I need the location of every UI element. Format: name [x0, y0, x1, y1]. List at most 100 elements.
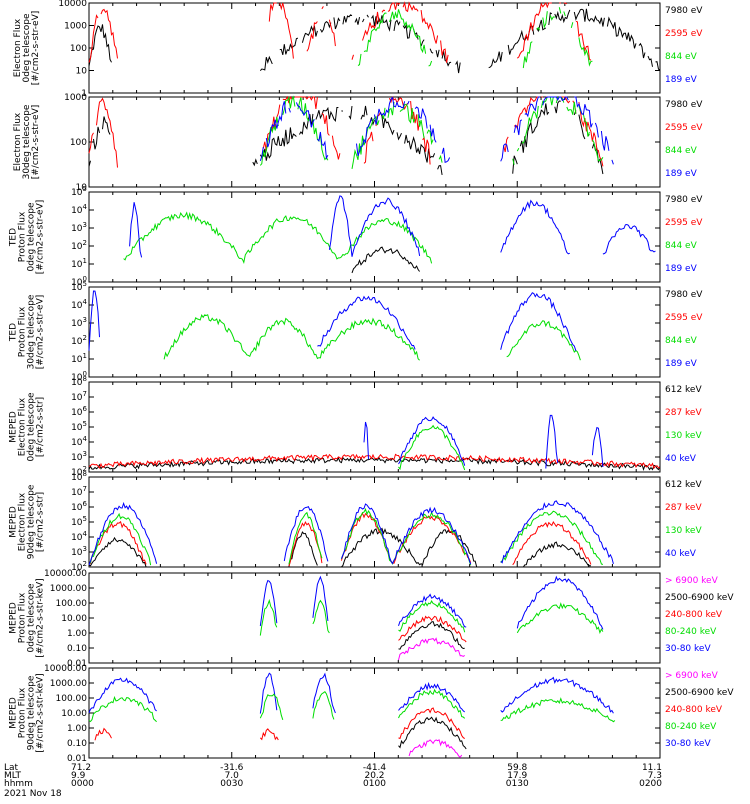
y-tick-label: 105 [71, 280, 87, 293]
y-tick-label: 102 [71, 560, 87, 573]
legend-label: 844 eV [665, 146, 698, 156]
y-tick-label: 104 [71, 298, 87, 311]
series-trace [399, 638, 661, 660]
y-tick-label: 102 [71, 465, 87, 478]
footer-value: 7.3 [648, 771, 662, 781]
y-tick-label: 106 [71, 500, 87, 513]
y-axis-label: Electron Flux0deg telescope[#/cm2-s-str-… [13, 11, 41, 86]
legend-label: 844 eV [665, 241, 698, 251]
footer-value: -41.4 [363, 763, 387, 773]
series-trace [88, 453, 660, 470]
series-trace [130, 196, 660, 259]
y-tick-label: 1 [81, 89, 87, 99]
series-trace [260, 577, 660, 629]
y-tick-label: 102 [71, 334, 87, 347]
legend-label: 30-80 keV [665, 739, 711, 749]
y-tick-label: 105 [71, 185, 87, 198]
y-tick-label: 1000 [64, 22, 87, 32]
legend-label: > 6900 keV [665, 576, 719, 586]
series-trace [124, 213, 659, 264]
y-axis-label: Electron Flux30deg telescope[#/cm2-s-str… [13, 104, 41, 179]
y-tick-label: 0.01 [67, 659, 87, 669]
legend-label: 7980 eV [665, 6, 703, 16]
footer-value: 17.9 [507, 771, 527, 781]
footer-value: 59.8 [507, 763, 527, 773]
series-trace [88, 456, 661, 472]
y-axis-label: MEPEDElectron Flux0deg telescope[#/cm2-s… [9, 392, 46, 462]
panel-frame [88, 191, 661, 283]
legend-label: 612 keV [665, 480, 702, 490]
y-tick-label: 100 [71, 275, 87, 288]
y-tick-label: 10000.00 [44, 569, 87, 579]
y-axis-label: MEPEDProton Flux90deg telescope[#/cm2-s-… [9, 673, 46, 752]
y-tick-label: 10000 [58, 0, 87, 9]
footer-row-label: MLT [4, 771, 22, 781]
legend-label: 130 keV [665, 526, 702, 536]
y-tick-label: 10.00 [61, 709, 87, 719]
footer-value: 0130 [506, 779, 529, 789]
y-tick-label: 104 [71, 435, 87, 448]
legend-label: 612 keV [665, 385, 702, 395]
y-tick-label: 107 [71, 485, 87, 498]
date-label: 2021 Nov 18 [4, 789, 62, 799]
footer-row-label: hhmm [4, 779, 33, 789]
y-tick-label: 10 [76, 183, 88, 193]
legend-label: 189 eV [665, 359, 698, 369]
legend-label: 240-800 keV [665, 610, 723, 620]
y-tick-label: 100.00 [56, 599, 88, 609]
legend-label: 287 keV [665, 503, 702, 513]
y-tick-label: 108 [71, 470, 87, 483]
y-tick-label: 10000.00 [44, 664, 87, 674]
panel-frame [88, 667, 661, 759]
y-tick-label: 103 [71, 450, 87, 463]
series-trace [399, 616, 656, 642]
footer-row-label: Lat [4, 763, 19, 773]
panel-frame [88, 476, 661, 568]
y-tick-label: 108 [71, 375, 87, 388]
panel-frame [88, 96, 661, 188]
y-tick-label: 0.10 [67, 644, 87, 654]
footer-value: 0000 [71, 779, 94, 789]
y-tick-label: 1.00 [67, 629, 87, 639]
series-trace [88, 512, 592, 567]
series-trace [88, 507, 604, 566]
series-trace [398, 424, 466, 471]
legend-label: 240-800 keV [665, 705, 723, 715]
y-tick-label: 103 [71, 545, 87, 558]
legend-label: 2595 eV [665, 218, 703, 228]
legend-label: 130 keV [665, 431, 702, 441]
series-trace [88, 527, 591, 568]
y-axis-label: TEDProton Flux0deg telescope[#/cm2-s-str… [9, 200, 46, 275]
footer-value: 0030 [220, 779, 243, 789]
y-tick-label: 102 [71, 239, 87, 252]
panel-frame [88, 2, 661, 94]
y-tick-label: 10.00 [61, 614, 87, 624]
y-tick-label: 101 [71, 257, 87, 270]
footer-value: 7.0 [225, 771, 240, 781]
y-tick-label: 107 [71, 390, 87, 403]
footer-value: 0200 [639, 779, 662, 789]
legend-label: 40 keV [665, 454, 697, 464]
panel-frame [88, 572, 661, 664]
legend-label: 189 eV [665, 75, 698, 85]
legend-label: 844 eV [665, 336, 698, 346]
footer-value: 71.2 [71, 763, 91, 773]
y-tick-label: 106 [71, 405, 87, 418]
legend-label: 2595 eV [665, 29, 703, 39]
y-tick-label: 104 [71, 530, 87, 543]
series-trace [89, 3, 656, 63]
y-axis-label: MEPEDElectron Flux90deg telescope[#/cm2-… [9, 484, 46, 559]
series-trace [399, 717, 658, 749]
y-tick-label: 0.10 [67, 739, 87, 749]
y-axis-label: MEPEDProton Flux0deg telescope[#/cm2-s-s… [9, 578, 46, 657]
series-trace [88, 8, 661, 74]
legend-label: 287 keV [665, 408, 702, 418]
legend-label: 7980 eV [665, 195, 703, 205]
legend-label: 2595 eV [665, 313, 703, 323]
y-tick-label: 101 [71, 352, 87, 365]
series-trace [409, 740, 643, 757]
legend-label: 844 eV [665, 52, 698, 62]
series-trace [95, 708, 660, 740]
series-trace [89, 101, 653, 175]
